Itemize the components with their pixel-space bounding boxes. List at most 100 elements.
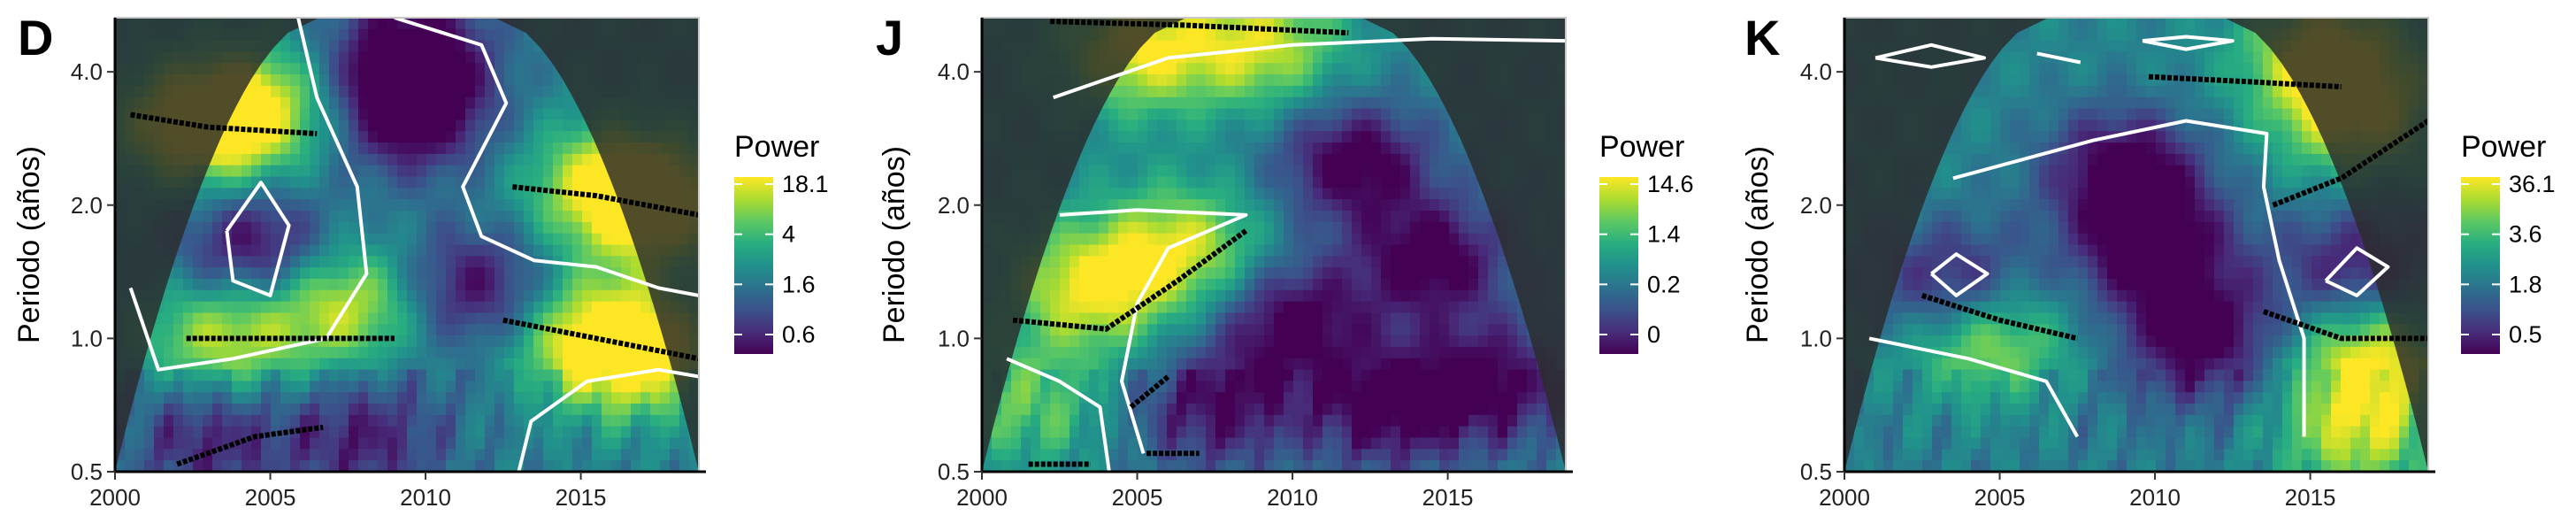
power-cell (212, 165, 223, 178)
power-cell (1391, 233, 1401, 246)
power-cell (1342, 381, 1353, 393)
power-cell (1060, 221, 1070, 235)
power-cell (397, 256, 408, 268)
power-cell (1410, 63, 1421, 75)
power-cell (436, 221, 447, 235)
power-cell (1235, 267, 1246, 280)
power-cell (242, 85, 252, 98)
power-cell (339, 289, 349, 303)
power-cell (387, 381, 398, 393)
power-cell (1274, 426, 1284, 439)
power-cell (1332, 176, 1343, 189)
power-cell (1157, 176, 1168, 189)
power-cell (290, 414, 301, 427)
power-cell (1488, 312, 1499, 325)
power-cell (543, 165, 554, 178)
power-cell (1293, 312, 1304, 325)
power-cell (1332, 108, 1343, 121)
power-cell (183, 437, 194, 450)
power-cell (1157, 28, 1168, 42)
power-cell (1264, 312, 1275, 325)
power-cell (1177, 221, 1187, 235)
y-tick-label: 2.0 (938, 192, 970, 219)
power-cell (543, 335, 554, 348)
power-cell (378, 426, 388, 439)
power-cell (1449, 301, 1460, 314)
power-cell (1303, 18, 1314, 30)
power-cell (1060, 301, 1070, 314)
power-cell (533, 312, 544, 325)
power-cell (397, 404, 408, 416)
power-cell (1498, 381, 1508, 393)
power-cell (1313, 131, 1323, 143)
power-cell (222, 404, 233, 416)
power-cell (358, 256, 369, 268)
power-cell (358, 414, 369, 427)
power-cell (271, 51, 281, 64)
power-cell (1264, 142, 1275, 155)
power-cell (1215, 28, 1226, 42)
power-cell (1050, 256, 1061, 268)
power-cell (533, 142, 544, 155)
power-cell (1449, 165, 1460, 178)
power-cell (1332, 414, 1343, 427)
power-cell (1391, 381, 1401, 393)
power-cell (1138, 256, 1148, 268)
power-cell (1128, 244, 1138, 257)
power-cell (2049, 18, 2059, 30)
power-cell (1215, 131, 1226, 143)
power-cell (1099, 335, 1109, 348)
power-cell (1430, 96, 1440, 110)
power-cell (1313, 312, 1323, 325)
power-cell (1400, 233, 1411, 246)
power-cell (417, 40, 427, 53)
power-cell (1342, 346, 1353, 359)
power-cell (436, 335, 447, 348)
power-cell (1420, 278, 1430, 291)
power-cell (1410, 278, 1421, 291)
power-cell (611, 301, 622, 314)
power-cell (1332, 404, 1343, 416)
power-cell (602, 392, 612, 404)
power-cell (183, 244, 194, 257)
power-cell (1546, 414, 1557, 427)
x-tick-label: 2000 (89, 484, 141, 511)
power-cell (164, 426, 174, 439)
power-cell (1108, 176, 1119, 189)
power-cell (485, 74, 495, 87)
power-cell (1070, 188, 1080, 200)
power-cell (368, 221, 379, 235)
cone-shade-right (1361, 18, 1566, 472)
power-cell (173, 244, 184, 257)
power-cell (553, 426, 564, 439)
power-cell (1274, 267, 1284, 280)
power-cell (1070, 358, 1080, 371)
power-cell (1031, 335, 1041, 348)
power-cell (446, 449, 456, 461)
power-cell (456, 312, 466, 325)
power-cell (1245, 63, 1255, 75)
power-cell (1138, 460, 1148, 472)
power-cell (290, 449, 301, 461)
power-cell (1284, 301, 1294, 314)
power-cell (504, 108, 515, 121)
power-cell (1225, 96, 1236, 110)
power-cell (1498, 289, 1508, 303)
power-cell (679, 437, 690, 450)
power-cell (1089, 221, 1100, 235)
power-cell (1332, 221, 1343, 235)
power-cell (1439, 449, 1450, 461)
power-cell (602, 426, 612, 439)
power-cell (582, 414, 593, 427)
power-cell (329, 165, 340, 178)
power-cell (1050, 221, 1061, 235)
power-cell (368, 335, 379, 348)
power-cell (1439, 199, 1450, 212)
power-cell (1040, 392, 1051, 404)
power-cell (436, 233, 447, 246)
power-cell (1361, 96, 1372, 110)
power-cell (504, 289, 515, 303)
power-cell (553, 233, 564, 246)
power-cell (456, 369, 466, 381)
power-cell (1225, 119, 1236, 132)
